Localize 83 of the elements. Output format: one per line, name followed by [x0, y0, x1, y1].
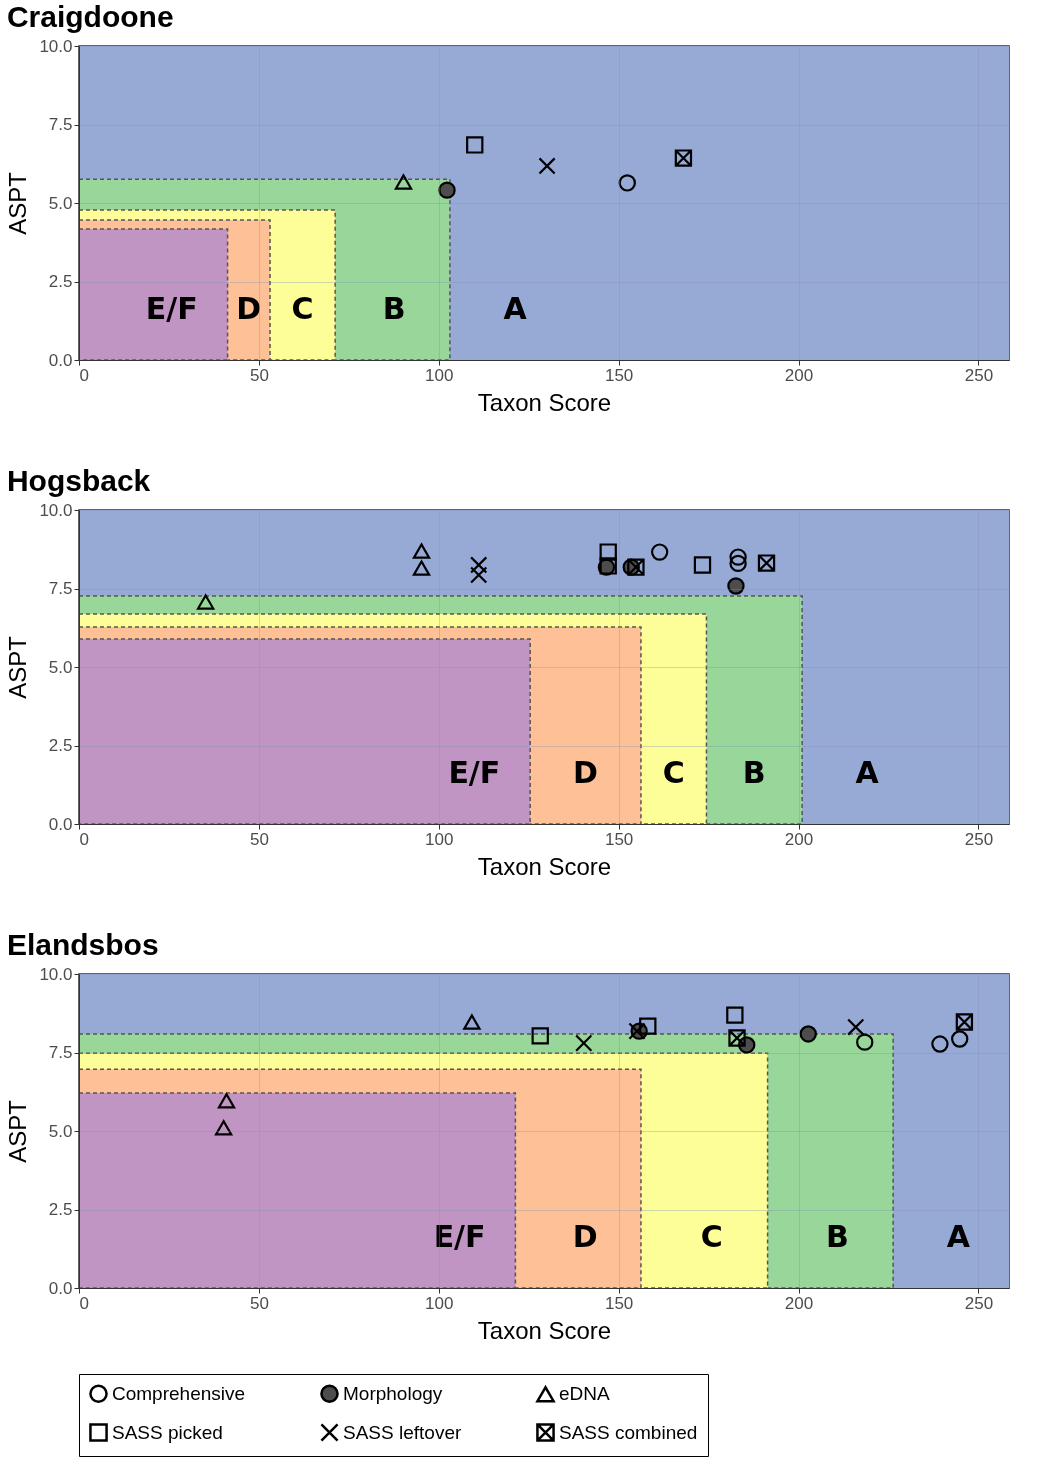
x-tick-label: 0: [79, 1293, 89, 1313]
point: [757, 554, 776, 572]
x-tick-label: 0: [79, 829, 89, 849]
x-tick-label: 150: [604, 829, 634, 849]
point: [627, 558, 645, 576]
series-label: E/F: [145, 290, 198, 326]
point: [799, 1025, 817, 1043]
point: [639, 1017, 657, 1035]
y-axis-title: ASPT: [4, 635, 32, 699]
y-tick-label: 2.5: [48, 272, 73, 291]
band-label: A: [503, 290, 528, 326]
x-axis-title: Taxon Score: [477, 852, 612, 880]
series-label: D: [236, 290, 262, 326]
y-tick-label: 0.0: [48, 350, 73, 370]
series-label: D: [572, 1218, 598, 1254]
point: [412, 543, 431, 559]
point: [674, 149, 693, 167]
y-tick-label: 5.0: [48, 1121, 73, 1141]
legend-label: SASS combined: [559, 1421, 698, 1443]
y-tick-label: 5.0: [48, 657, 73, 677]
x-tick-label: 200: [784, 365, 814, 385]
y-tick-label: 5.0: [48, 193, 73, 213]
y-tick-label: 10.0: [39, 500, 73, 520]
legend-label: Comprehensive: [112, 1382, 246, 1404]
legend-label: eDNA: [559, 1383, 611, 1405]
x-tick-label: 150: [604, 1293, 634, 1313]
x-tick-label: 0: [79, 365, 89, 385]
point: [217, 1093, 236, 1109]
point: [438, 181, 456, 199]
series-label: E/F: [448, 754, 501, 790]
chart-title: Craigdoone: [6, 0, 174, 33]
chart-title: Hogsback: [6, 464, 151, 497]
point: [196, 594, 215, 610]
x-axis-title: Taxon Score: [477, 1316, 612, 1344]
point: [466, 136, 484, 154]
x-tick-label: 50: [249, 365, 269, 385]
legend-label: SASS leftover: [343, 1421, 462, 1443]
y-axis-title: ASPT: [4, 171, 32, 235]
x-tick-label: 250: [964, 1293, 994, 1313]
point: [955, 1013, 974, 1031]
y-tick-label: 2.5: [48, 1200, 73, 1219]
y-tick-label: 7.5: [48, 1043, 73, 1062]
x-tick-label: 200: [784, 1293, 814, 1313]
point: [693, 556, 712, 574]
x-tick-label: 100: [425, 1293, 454, 1313]
x-tick-label: 50: [249, 1293, 269, 1313]
point: [726, 1006, 744, 1024]
x-tick-label: 50: [249, 829, 269, 849]
band-label: A: [946, 1218, 971, 1254]
series-label: B: [825, 1218, 849, 1254]
point: [531, 1027, 549, 1045]
y-tick-label: 7.5: [48, 115, 73, 134]
x-tick-label: 250: [964, 365, 994, 385]
series-label: D: [573, 754, 599, 790]
series-label: C: [291, 290, 314, 326]
x-tick-label: 200: [784, 829, 814, 849]
series-label: B: [742, 754, 766, 790]
series-label: C: [662, 754, 685, 790]
band-label: A: [855, 754, 880, 790]
y-tick-label: 2.5: [48, 736, 73, 755]
x-axis-title: Taxon Score: [477, 388, 612, 416]
x-tick-label: 250: [964, 829, 994, 849]
y-tick-label: 10.0: [39, 36, 73, 56]
y-axis-title: ASPT: [4, 1099, 32, 1163]
y-tick-label: 0.0: [48, 814, 73, 834]
series-label: E/F: [433, 1218, 486, 1254]
chart-title: Elandsbos: [6, 928, 159, 961]
y-tick-label: 0.0: [48, 1278, 73, 1298]
point: [727, 577, 745, 595]
legend-label: SASS picked: [112, 1421, 223, 1443]
series-label: C: [700, 1218, 723, 1254]
y-tick-label: 7.5: [48, 579, 73, 598]
series-label: B: [382, 290, 406, 326]
point: [394, 174, 413, 190]
x-tick-label: 100: [425, 829, 454, 849]
legend-label: Morphology: [343, 1382, 443, 1404]
point: [214, 1120, 233, 1136]
point: [463, 1014, 481, 1030]
x-tick-label: 150: [604, 365, 634, 385]
point: [412, 560, 431, 576]
point: [728, 1029, 746, 1047]
x-tick-label: 100: [425, 365, 454, 385]
y-tick-label: 10.0: [39, 964, 73, 984]
